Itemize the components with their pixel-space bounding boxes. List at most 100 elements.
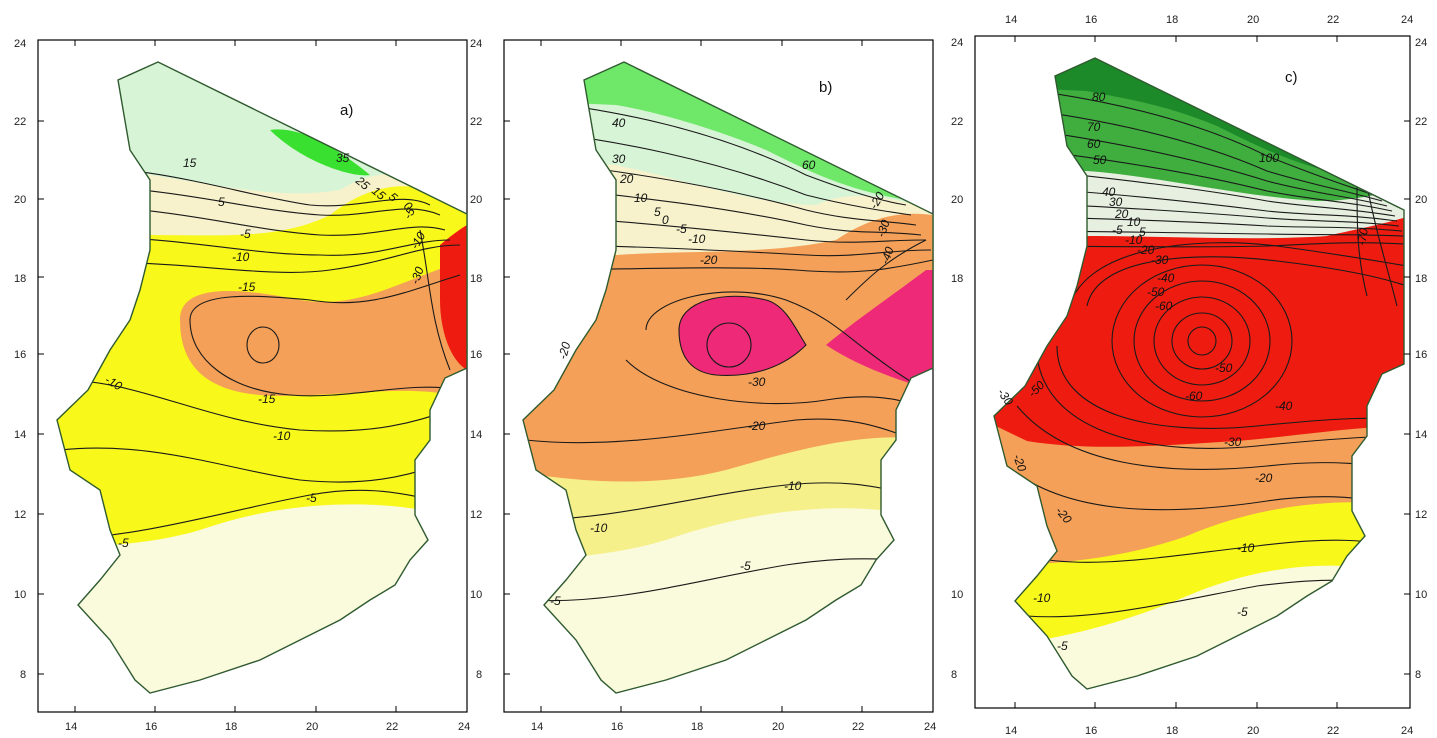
panel-c-contour-labels: 80 70 60 50 40 30 20 10 5 -5 -10 -20 -30…	[995, 90, 1371, 653]
panel-b-axes: 14 16 18 20 22 24 8 10 12 14 16 18 20 22…	[470, 38, 936, 733]
panel-b-xtick: 18	[691, 721, 703, 733]
panel-c-label-10: 10	[1127, 215, 1141, 229]
panel-b-xtick: 14	[531, 721, 543, 733]
panel-b-ytick: 22	[470, 116, 482, 128]
panel-c-label-neg20c: -20	[1255, 471, 1273, 485]
panel-c-xtick-top: 14	[1005, 14, 1017, 26]
panel-c-label-neg60: -60	[1155, 299, 1173, 313]
panel-b-xtick: 16	[611, 721, 623, 733]
panel-c-xtick: 24	[1401, 725, 1413, 737]
panel-c-label-neg50: -50	[1147, 285, 1165, 299]
panel-b-label-neg20: -20	[700, 253, 718, 267]
panel-c-label-neg5b: -5	[1237, 605, 1248, 619]
panel-c-axes: 14 16 18 20 22 24 14 16 18 20 22 24 8 10…	[951, 14, 1427, 737]
panel-b-frame	[503, 39, 934, 713]
panel-b-label-neg10b: -10	[784, 479, 802, 493]
panel-b-label-30: 30	[612, 152, 626, 166]
panel-c-ytick: 16	[1415, 349, 1427, 361]
panel-b-label-neg5: -5	[676, 222, 687, 236]
panel-a-ytick: 8	[20, 669, 26, 681]
panel-c-xtick: 16	[1085, 725, 1097, 737]
panel-b-contour-labels: 40 30 20 10 5 0 -5 -10 -20 -20 -30 -20 -…	[550, 116, 897, 608]
panel-c-ytick-left: 20	[951, 194, 963, 206]
panel-a-xtick: 20	[306, 721, 318, 733]
panel-c-xtick-top: 18	[1166, 14, 1178, 26]
panel-c-ytick: 12	[1415, 509, 1427, 521]
panel-b-label-neg10: -10	[688, 232, 706, 246]
panel-c-label-neg50c: -50	[1215, 361, 1233, 375]
panel-b-label-neg30: -30	[748, 375, 766, 389]
panel-a-label-15: 15	[183, 156, 197, 170]
panel-c-label-50: 50	[1093, 153, 1107, 167]
panel-c-ytick: 24	[1415, 37, 1427, 49]
panel-b-label-20: 20	[619, 172, 634, 186]
panel-b-label-neg20c: -20	[748, 419, 766, 433]
panel-c-label-neg20: -20	[1137, 243, 1155, 257]
panel-a-label-neg30: -30	[408, 265, 427, 286]
panel-c-label-neg10: -10	[1125, 233, 1143, 247]
panel-b-xtick: 24	[924, 721, 936, 733]
panel-b-label-neg40: -40	[878, 245, 897, 266]
panel-c-xtick-top: 16	[1085, 14, 1097, 26]
panel-c-label-neg40: -40	[1157, 271, 1175, 285]
panel-b-label-neg30b: -30	[874, 218, 893, 239]
panel-c-label-100: 100	[1259, 151, 1279, 165]
panel-b-label-40: 40	[612, 116, 626, 130]
panel-c-label-neg30b: -30	[1224, 435, 1242, 449]
panel-b-xtick: 20	[772, 721, 784, 733]
panel-c-label-neg5c: -5	[1057, 639, 1068, 653]
panel-b-label-neg10c: -10	[590, 521, 608, 535]
panel-b-label-neg20b: -20	[555, 340, 573, 361]
panel-a-fill	[57, 62, 467, 693]
panel-c-xtick-top: 20	[1247, 14, 1259, 26]
panel-c-ytick: 22	[1415, 116, 1427, 128]
panel-a-label-neg10c: -10	[273, 429, 291, 443]
panel-c-label-neg10: -10	[1237, 541, 1255, 555]
panel-c-ytick-left: 24	[951, 37, 963, 49]
panel-b-label-0: 0	[662, 213, 669, 227]
panel-b-ytick: 18	[470, 273, 482, 285]
panel-c-ytick: 18	[1415, 273, 1427, 285]
panel-c-ytick-left: 18	[951, 273, 963, 285]
panel-a-xtick: 24	[458, 721, 470, 733]
panel-a-label-neg15: -15	[238, 280, 256, 294]
panel-b-title: b)	[819, 79, 832, 96]
panel-c-ytick: 10	[1415, 589, 1427, 601]
panel-a: 35 15 5 -5 -10 -15 -30 -10 -15 -10 -5 -5…	[14, 38, 470, 733]
panel-c-ytick: 14	[1415, 429, 1427, 441]
panel-b-ytick: 12	[470, 509, 482, 521]
panel-c-title: c)	[1285, 69, 1298, 86]
panel-a-ytick: 10	[14, 589, 26, 601]
panel-c-ytick: 8	[1415, 669, 1421, 681]
panel-a-ytick: 12	[14, 509, 26, 521]
panel-a-ytick: 22	[14, 116, 26, 128]
panel-a-ytick: 16	[14, 349, 26, 361]
panel-a-label-5: 5	[218, 195, 225, 209]
panel-c-label-60: 60	[1087, 137, 1101, 151]
panel-b-ytick: 24	[470, 38, 482, 50]
panel-c-label-neg30: -30	[1151, 253, 1169, 267]
panel-c-label-30: 30	[1109, 195, 1123, 209]
panel-c-label-neg20b: -20	[1010, 452, 1029, 473]
panel-a-ytick: 18	[14, 273, 26, 285]
panel-a-ytick: 24	[14, 38, 26, 50]
panel-c-label-neg40b: -40	[1275, 399, 1293, 413]
panel-a-frame	[37, 39, 468, 713]
panel-b-label-neg5c: -5	[550, 594, 561, 608]
panel-c-label-neg60b: -60	[1185, 389, 1203, 403]
panel-c-xtick-top: 24	[1401, 14, 1413, 26]
panel-b-label-60: 60	[802, 158, 816, 172]
panel-c-label-neg10b: -10	[1033, 591, 1051, 605]
panel-c-label-neg70: -70	[1354, 227, 1371, 247]
panel-c-label-70: 70	[1087, 120, 1101, 134]
panel-c-frame	[974, 35, 1411, 709]
panel-a-ytick: 20	[14, 194, 26, 206]
panel-c-xtick: 18	[1166, 725, 1178, 737]
panel-c-ytick-left: 22	[951, 116, 963, 128]
panel-c: 80 70 60 50 40 30 20 10 5 -5 -10 -20 -30…	[951, 14, 1427, 737]
panel-a-xtick: 18	[225, 721, 237, 733]
panel-b-ytick: 14	[470, 429, 482, 441]
panel-a-xtick: 22	[386, 721, 398, 733]
panel-a-label-neg15b: -15	[258, 392, 276, 406]
